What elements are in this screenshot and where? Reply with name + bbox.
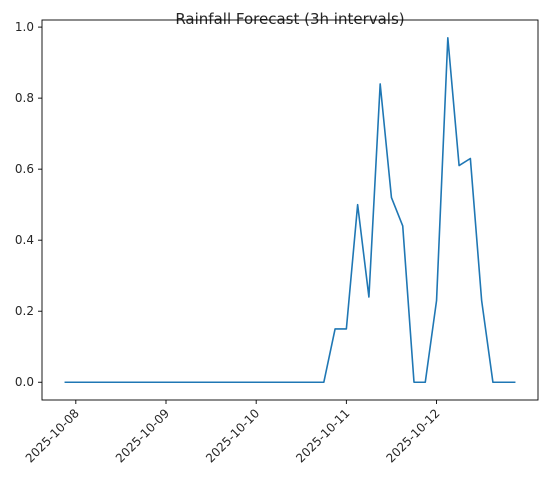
x-axis: 2025-10-08 2025-10-09 2025-10-10 2025-10-11…: [23, 400, 443, 465]
x-tick-label: 2025-10-09: [113, 406, 172, 465]
y-tick-label: 0.0: [15, 375, 34, 389]
chart-title: Rainfall Forecast (3h intervals): [175, 10, 404, 28]
y-tick-label: 0.2: [15, 304, 34, 318]
y-tick-label: 0.8: [15, 91, 34, 105]
x-tick-label: 2025-10-11: [293, 406, 352, 465]
y-axis: 0.0 0.2 0.4 0.6 0.8 1.0: [15, 20, 42, 389]
x-tick-label: 2025-10-10: [203, 406, 262, 465]
y-tick-label: 1.0: [15, 20, 34, 34]
x-tick-label: 2025-10-12: [383, 406, 442, 465]
y-tick-label: 0.4: [15, 233, 34, 247]
y-tick-label: 0.6: [15, 162, 34, 176]
rainfall-series-line: [64, 36, 516, 384]
plot-frame: [41, 19, 539, 401]
x-tick-label: 2025-10-08: [23, 406, 82, 465]
